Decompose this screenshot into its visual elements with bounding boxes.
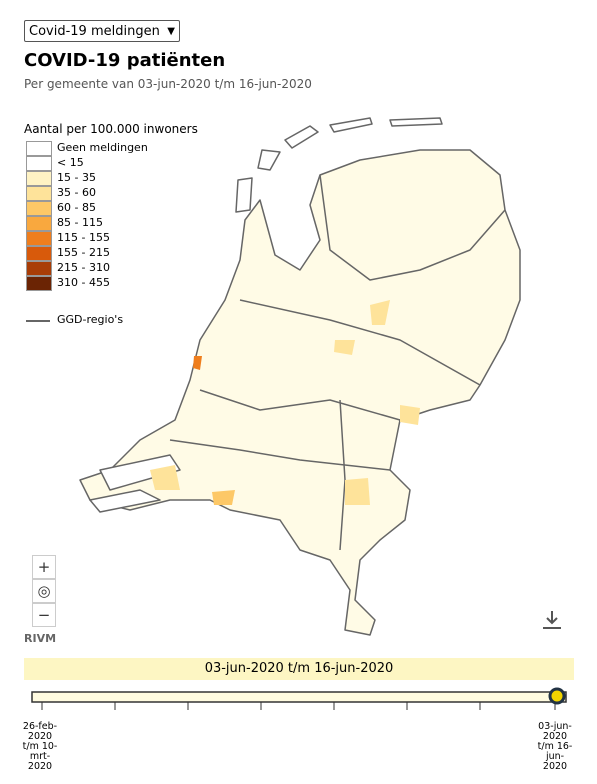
legend-label: Geen meldingen [57, 141, 148, 154]
legend-label: 35 - 60 [57, 186, 96, 199]
slider-ticks [41, 702, 556, 710]
municipality-highlight [212, 490, 235, 505]
region-border [169, 439, 391, 471]
municipality-highlight [334, 340, 355, 355]
legend-label: 15 - 35 [57, 171, 96, 184]
legend-label: 60 - 85 [57, 201, 96, 214]
island [389, 117, 443, 127]
map[interactable] [0, 100, 597, 650]
island [284, 125, 319, 149]
legend-swatch [26, 246, 52, 261]
legend-swatch [26, 141, 52, 156]
legend-swatch [26, 216, 52, 231]
country-outline [79, 149, 521, 636]
dropdown-arrow: ▼ [167, 26, 175, 37]
legend-label: 155 - 215 [57, 246, 110, 259]
legend-label: 310 - 455 [57, 276, 110, 289]
zoom-out-button[interactable]: − [32, 603, 56, 627]
municipality-highlight [370, 300, 390, 325]
legend-swatch [26, 201, 52, 216]
title: COVID-19 patiënten [24, 50, 226, 71]
region-border [239, 299, 481, 386]
island [329, 117, 373, 133]
region-line [26, 320, 50, 322]
legend-label: 85 - 115 [57, 216, 103, 229]
timeline-end-label: 03-jun-2020 t/m 16-jun-2020 [537, 721, 573, 772]
dropdown-value: Covid-19 meldingen [29, 24, 160, 39]
legend-swatch [26, 231, 52, 246]
region-border [319, 174, 506, 281]
timeline-start-label: 26-feb-2020 t/m 10-mrt-2020 [22, 721, 58, 772]
region-border [199, 389, 401, 421]
date-bar: 03-jun-2020 t/m 16-jun-2020 [24, 658, 574, 680]
zoom-in-button[interactable]: + [32, 555, 56, 579]
source: RIVM [24, 632, 57, 645]
island [89, 489, 161, 513]
legend-swatch [26, 186, 52, 201]
legend-swatch [26, 276, 52, 291]
island [235, 177, 253, 213]
timeline-slider[interactable] [0, 684, 597, 714]
municipality-highlight [193, 356, 202, 370]
slider-track [31, 691, 567, 703]
legend-swatch [26, 261, 52, 276]
region-label: GGD-regio's [57, 313, 124, 326]
legend-swatch [26, 156, 52, 171]
legend-swatch [26, 171, 52, 186]
municipality-highlight [150, 465, 180, 490]
municipality-highlight [345, 478, 370, 505]
dataset-dropdown[interactable]: Covid-19 meldingen ▼ [24, 20, 180, 42]
municipality-highlight [400, 405, 420, 425]
island [99, 454, 181, 491]
reset-button[interactable]: ◎ [32, 579, 56, 603]
legend-label: 115 - 155 [57, 231, 110, 244]
island [257, 149, 281, 171]
legend-label: < 15 [57, 156, 84, 169]
subtitle: Per gemeente van 03-jun-2020 t/m 16-jun-… [24, 77, 312, 91]
download-button[interactable] [540, 608, 564, 632]
legend-title: Aantal per 100.000 inwoners [24, 122, 198, 136]
slider-handle[interactable] [548, 687, 566, 705]
legend-label: 215 - 310 [57, 261, 110, 274]
